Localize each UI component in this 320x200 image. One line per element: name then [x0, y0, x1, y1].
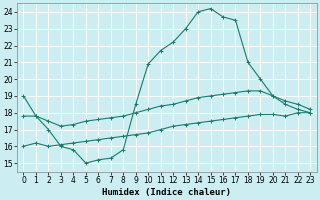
- X-axis label: Humidex (Indice chaleur): Humidex (Indice chaleur): [102, 188, 231, 197]
